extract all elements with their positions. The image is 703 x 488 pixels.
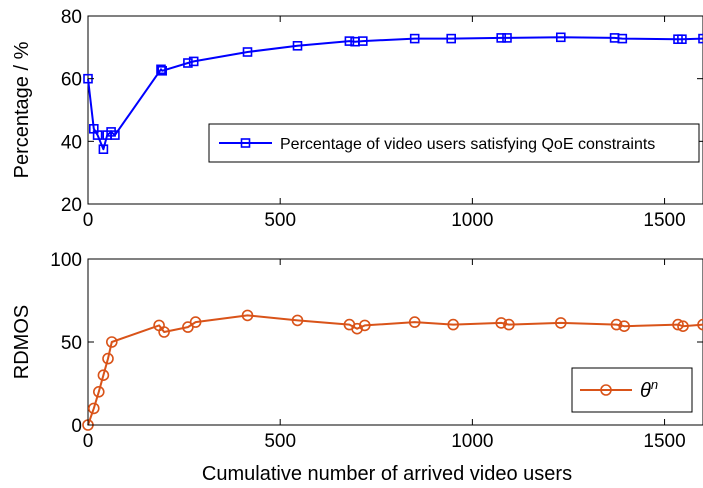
data-point-circle xyxy=(672,318,684,331)
data-point-circle xyxy=(358,319,371,332)
y-tick-label: 100 xyxy=(50,250,82,271)
data-point-square xyxy=(156,64,166,75)
data-point-circle xyxy=(503,318,515,331)
data-point-circle xyxy=(102,352,114,365)
bottom-panel: 0 500 1000 1500 0 50 100 RDMOS Cumulative numb… xyxy=(11,250,703,485)
data-point-square xyxy=(92,130,103,140)
legend-series-label: Percentage of video users satisfying QoE… xyxy=(280,136,655,153)
x-tick-label: 1500 xyxy=(643,431,685,452)
x-tick-label: 0 xyxy=(83,431,94,452)
series-line xyxy=(87,314,703,426)
data-point-square xyxy=(183,58,193,68)
data-point-square xyxy=(502,33,512,43)
ticks-layer: 0 500 1000 1500 20 40 60 80 xyxy=(61,7,703,231)
x-tick-label: 500 xyxy=(264,431,296,452)
marks-layer xyxy=(83,32,703,154)
y-tick-label: 80 xyxy=(61,7,82,28)
data-point-square xyxy=(344,36,355,46)
data-point-square xyxy=(617,33,628,44)
legend: Percentage of video users satisfying QoE… xyxy=(208,123,700,163)
data-point-circle xyxy=(495,317,508,329)
data-point-square xyxy=(157,66,167,76)
x-tick-label: 1500 xyxy=(643,210,685,231)
data-point-square xyxy=(98,144,109,154)
data-point-circle xyxy=(447,318,460,331)
data-point-square xyxy=(496,33,507,43)
data-point-square xyxy=(292,40,303,51)
y-tick-label: 60 xyxy=(61,70,82,91)
data-point-circle xyxy=(97,369,110,382)
top-panel: 0 500 1000 1500 20 40 60 80 Percentage / % Perc… xyxy=(11,7,703,231)
legend-box xyxy=(208,123,700,163)
data-point-square xyxy=(677,34,687,45)
data-point-square xyxy=(555,32,566,43)
data-point-square xyxy=(110,130,120,140)
data-point-circle xyxy=(88,402,100,415)
data-point-square xyxy=(242,47,253,57)
x-tick-label: 500 xyxy=(264,210,296,231)
y-tick-label: 0 xyxy=(71,416,82,437)
data-point-circle xyxy=(158,326,170,338)
plot-area-frame xyxy=(87,15,703,205)
data-point-square xyxy=(409,33,420,44)
data-point-square xyxy=(446,33,457,44)
data-point-circle xyxy=(291,314,304,327)
y-tick-label: 50 xyxy=(61,333,82,354)
data-point-circle xyxy=(697,318,703,331)
y-axis-title: Percentage / % xyxy=(11,41,33,178)
data-point-circle xyxy=(93,385,105,398)
marks-layer xyxy=(82,309,703,431)
data-point-circle xyxy=(677,320,689,333)
x-tick-label: 1000 xyxy=(451,210,493,231)
legend-circle-marker xyxy=(600,384,612,396)
legend: θn xyxy=(571,367,693,413)
x-tick-label: 1000 xyxy=(451,431,493,452)
y-axis-title: RDMOS xyxy=(11,305,33,379)
data-point-circle xyxy=(408,316,421,328)
y-tick-label: 20 xyxy=(61,195,82,216)
y-tick-label: 40 xyxy=(61,132,82,153)
ticks-layer: 0 500 1000 1500 0 50 100 xyxy=(50,250,703,452)
data-point-circle xyxy=(618,320,631,333)
x-tick-label: 0 xyxy=(83,210,94,231)
data-point-circle xyxy=(610,318,623,331)
data-point-circle xyxy=(241,309,254,322)
data-point-circle xyxy=(554,317,567,329)
data-point-circle xyxy=(106,336,118,348)
data-point-circle xyxy=(189,316,202,328)
data-point-square xyxy=(357,36,368,46)
data-point-square xyxy=(188,56,199,67)
x-axis-title: Cumulative number of arrived video users xyxy=(202,463,572,485)
legend-square-marker xyxy=(240,138,251,148)
data-point-square xyxy=(698,33,703,44)
